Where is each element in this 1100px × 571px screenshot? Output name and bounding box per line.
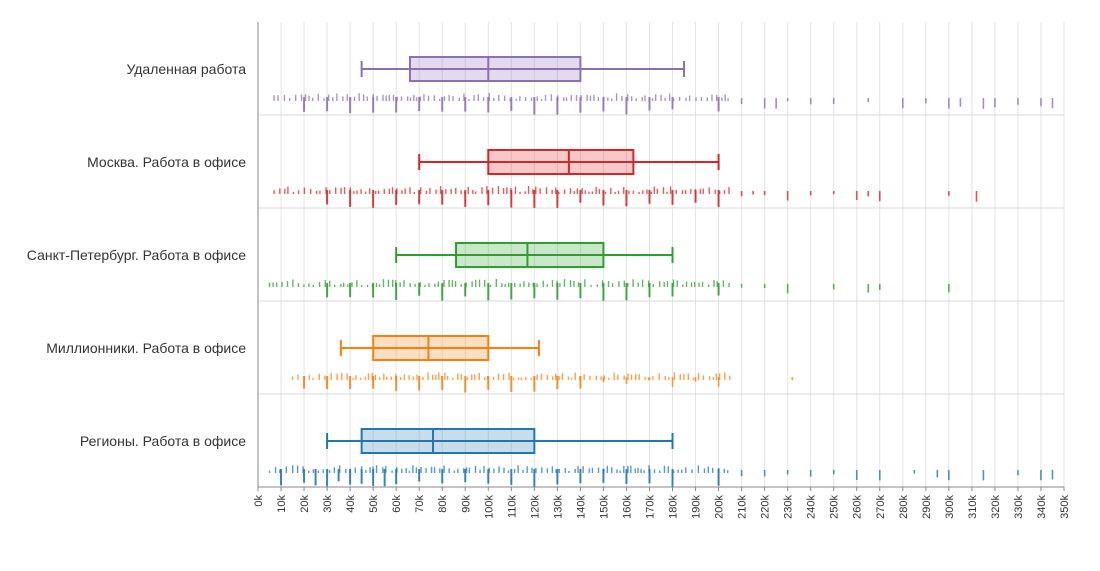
x-tick-label: 300k (944, 495, 956, 519)
iqr-box (408, 56, 582, 82)
category-label: Регионы. Работа в офисе (80, 433, 246, 449)
x-tick-label: 200k (714, 495, 726, 519)
x-tick-label: 270k (875, 495, 887, 519)
iqr-box (360, 428, 536, 454)
x-tick-label: 50k (368, 495, 380, 513)
box-plot (360, 56, 686, 82)
x-tick-label: 210k (737, 495, 749, 519)
category-label: Удаленная работа (126, 61, 246, 77)
box-plot (339, 335, 540, 361)
x-tick-label: 220k (760, 495, 772, 519)
x-tick-label: 120k (529, 495, 541, 519)
x-tick-label: 250k (829, 495, 841, 519)
rug-group (273, 186, 978, 208)
x-tick-label: 290k (921, 495, 933, 519)
x-tick-label: 310k (967, 495, 979, 519)
category-label: Москва. Работа в офисе (87, 154, 246, 170)
x-tick-label: 80k (437, 495, 449, 513)
x-tick-label: 30k (322, 495, 334, 513)
x-tick-label: 10k (276, 495, 288, 513)
rug-group (273, 93, 1054, 115)
category-label: Санкт-Петербург. Работа в офисе (27, 247, 246, 263)
x-tick-label: 70k (414, 495, 426, 513)
x-tick-label: 170k (644, 495, 656, 519)
x-tick-label: 100k (483, 495, 495, 519)
x-tick-label: 340k (1036, 495, 1048, 519)
x-tick-label: 160k (621, 495, 633, 519)
x-tick-label: 60k (391, 495, 403, 513)
box-plots (326, 56, 720, 454)
category-label: Миллионники. Работа в офисе (46, 340, 246, 356)
x-tick-label: 230k (783, 495, 795, 519)
x-tick-label: 150k (598, 495, 610, 519)
iqr-box (455, 242, 605, 268)
box-plot (418, 149, 720, 175)
x-tick-label: 280k (898, 495, 910, 519)
x-tick-label: 190k (691, 495, 703, 519)
x-tick-label: 90k (460, 495, 472, 513)
rug-group (268, 279, 950, 301)
box-plot (326, 428, 674, 454)
x-tick-label: 350k (1059, 495, 1071, 519)
x-tick-label: 0k (253, 495, 265, 507)
x-tick-label: 40k (345, 495, 357, 513)
rug-group (268, 465, 1054, 487)
category-labels: Удаленная работа Москва. Работа в офисе Са… (27, 61, 246, 449)
box-plot (395, 242, 674, 268)
iqr-box (372, 335, 490, 361)
x-tick-label: 110k (506, 495, 518, 519)
x-tick-label: 240k (806, 495, 818, 519)
row-separators (258, 114, 1064, 395)
rug-marks (268, 93, 1054, 487)
x-tick-label: 320k (990, 495, 1002, 519)
x-tick-label: 140k (575, 495, 587, 519)
x-tick-label: 20k (299, 495, 311, 513)
x-tick-label: 330k (1013, 495, 1025, 519)
x-axis: 0k 10k 20k 30k 40k 50k 60k 70k 80k 90k 100k 110k 120… (253, 22, 1071, 519)
x-tick-label: 130k (552, 495, 564, 519)
x-tick-label: 180k (668, 495, 680, 519)
x-tick-label: 260k (852, 495, 864, 519)
rug-group (291, 372, 794, 393)
iqr-box (487, 149, 635, 175)
